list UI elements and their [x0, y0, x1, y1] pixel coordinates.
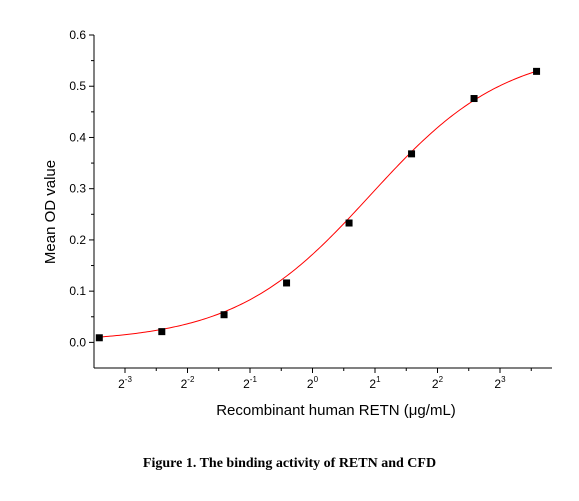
x-tick-exponent: 3: [501, 375, 506, 384]
y-tick-label: 0.3: [69, 182, 86, 196]
x-tick-exponent: 1: [376, 375, 381, 384]
x-tick-label: 23: [494, 375, 506, 391]
x-tick-exponent: 2: [439, 375, 444, 384]
chart-axes: 0.00.10.20.30.40.50.62-3 2-2 2-1 20 21 22 23: [69, 28, 552, 391]
data-point: [470, 95, 478, 103]
data-point: [220, 311, 228, 319]
data-points: [95, 67, 541, 342]
x-tick-exponent: -1: [250, 375, 258, 384]
y-tick-label: 0.6: [69, 28, 86, 42]
x-tick-base: 2: [432, 377, 439, 391]
x-tick-label: 22: [432, 375, 444, 391]
x-tick-exponent: -2: [187, 375, 195, 384]
x-tick-label: 2-3: [118, 375, 132, 391]
x-tick-base: 2: [181, 377, 188, 391]
chart: 0.00.10.20.30.40.50.62-3 2-2 2-1 20 21 22 23 R…: [42, 28, 552, 419]
y-tick-label: 0.5: [69, 79, 86, 93]
data-point: [95, 334, 103, 342]
data-point: [533, 67, 541, 75]
y-tick-label: 0.2: [69, 233, 86, 247]
x-tick-base: 2: [307, 377, 314, 391]
x-tick-base: 2: [494, 377, 501, 391]
data-point: [283, 279, 291, 287]
x-axis-label: Recombinant human RETN (μg/mL): [216, 402, 456, 419]
x-tick-base: 2: [118, 377, 125, 391]
x-tick-exponent: 0: [314, 375, 319, 384]
x-tick-exponent: -3: [125, 375, 133, 384]
x-tick-label: 2-2: [181, 375, 195, 391]
x-tick-label: 20: [307, 375, 319, 391]
data-point: [345, 219, 353, 227]
data-point: [158, 328, 166, 336]
figure-caption: Figure 1. The binding activity of RETN a…: [142, 456, 437, 471]
x-tick-label: 2-1: [243, 375, 257, 391]
x-tick-label: 21: [369, 375, 381, 391]
x-tick-base: 2: [369, 377, 376, 391]
y-tick-label: 0.4: [69, 130, 86, 144]
y-axis-label: Mean OD value: [42, 160, 59, 264]
x-tick-base: 2: [243, 377, 250, 391]
fit-curve: [99, 70, 537, 338]
y-tick-label: 0.1: [69, 284, 86, 298]
data-point: [408, 150, 416, 158]
y-tick-label: 0.0: [69, 335, 86, 349]
